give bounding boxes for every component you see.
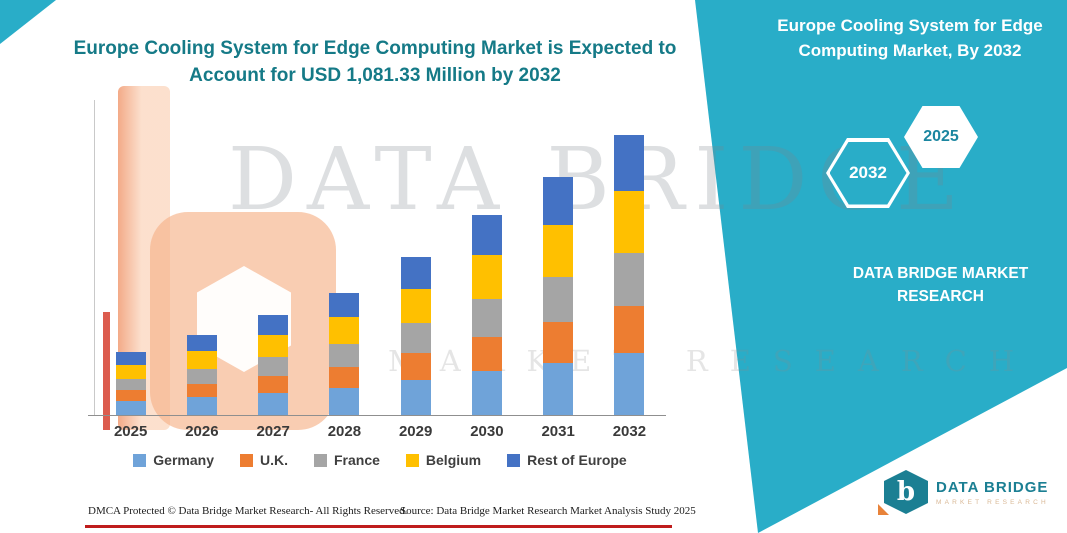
legend-label: U.K. — [259, 452, 288, 468]
bar-segment-germany — [543, 362, 574, 415]
x-axis-label-2025: 2025 — [113, 423, 148, 440]
legend-swatch — [405, 453, 419, 467]
x-axis-label-2028: 2028 — [327, 423, 362, 440]
legend-item-germany: Germany — [133, 452, 214, 468]
bar-stack-2028 — [329, 293, 360, 415]
bar-segment-france — [543, 277, 574, 323]
x-axis-label-2030: 2030 — [470, 423, 504, 440]
x-axis-label-2029: 2029 — [398, 423, 433, 440]
logo-orange-accent — [878, 504, 889, 515]
legend-swatch — [313, 453, 327, 467]
bar-segment-france — [329, 344, 360, 368]
data-bridge-logo: b DATA BRIDGE MARKET RESEARCH — [884, 470, 1049, 514]
chart-legend: Germany U.K. France Belgium Rest of Europe — [95, 452, 665, 468]
legend-label: Belgium — [425, 452, 482, 468]
page-title: Europe Cooling System for Edge Computing… — [73, 38, 677, 86]
bar-segment-belgium — [614, 191, 645, 253]
x-axis-label-2031: 2031 — [541, 423, 575, 440]
bar-segment-germany — [258, 393, 289, 415]
legend-swatch — [133, 453, 147, 467]
bar-segment-u-k- — [400, 353, 431, 381]
hexagon-2032-label: 2032 — [829, 141, 907, 205]
bar-segment-germany — [471, 370, 502, 415]
bar-segment-u-k- — [258, 376, 289, 393]
legend-label: France — [333, 452, 380, 468]
logo-text-block: DATA BRIDGE MARKET RESEARCH — [936, 479, 1049, 506]
bar-segment-u-k- — [186, 383, 217, 398]
panel-title: Europe Cooling System for Edge Computing… — [777, 16, 1043, 60]
bar-stack-2032 — [614, 135, 645, 415]
bar-segment-germany — [329, 388, 360, 415]
bar-segment-u-k- — [115, 390, 146, 402]
bar-segment-rest-of-europe — [400, 257, 431, 289]
bar-segment-france — [471, 299, 502, 338]
legend-label: Germany — [153, 452, 214, 468]
x-axis-label-2032: 2032 — [612, 423, 647, 440]
bar-segment-rest-of-europe — [543, 177, 574, 225]
dmca-notice: DMCA Protected © Data Bridge Market Rese… — [88, 505, 408, 517]
x-axis-label-2026: 2026 — [185, 423, 219, 440]
bar-segment-belgium — [471, 255, 502, 300]
bar-segment-france — [186, 368, 217, 384]
bar-segment-rest-of-europe — [186, 335, 217, 352]
legend-item-u-k-: U.K. — [239, 452, 288, 468]
bar-segment-belgium — [400, 288, 431, 324]
legend-label: Rest of Europe — [527, 452, 627, 468]
bar-segment-belgium — [186, 351, 217, 369]
bar-stack-2029 — [400, 257, 431, 415]
bar-segment-france — [258, 357, 289, 377]
legend-item-france: France — [313, 452, 380, 468]
bar-stack-2026 — [186, 335, 217, 415]
panel-brand-text: DATA BRIDGE MARKET RESEARCH — [852, 265, 1029, 306]
bar-segment-france — [115, 378, 146, 391]
logo-name: DATA BRIDGE — [936, 478, 1049, 496]
bar-stack-2027 — [258, 315, 289, 415]
bar-segment-rest-of-europe — [614, 135, 645, 192]
x-axis-label-2027: 2027 — [256, 423, 290, 440]
corner-triangle-decoration — [0, 0, 56, 44]
bar-segment-rest-of-europe — [115, 352, 146, 365]
bar-segment-rest-of-europe — [471, 215, 502, 255]
footer-red-line — [85, 525, 672, 528]
bar-stack-2030 — [471, 215, 502, 415]
x-axis-labels: 2025 2026 2027 2028 2029 2030 2031 2032 — [95, 423, 665, 443]
bar-segment-belgium — [543, 224, 574, 277]
bar-segment-u-k- — [471, 337, 502, 371]
bar-stack-2025 — [115, 352, 146, 415]
bar-segment-france — [614, 252, 645, 306]
bar-segment-germany — [115, 401, 146, 415]
bar-segment-germany — [614, 353, 645, 415]
y-axis-line — [94, 100, 95, 415]
brand-b-watermark-red-accent — [103, 312, 110, 430]
bar-stack-2031 — [543, 177, 574, 415]
hexagon-2025-label: 2025 — [907, 109, 975, 165]
source-notice: Source: Data Bridge Market Research Mark… — [400, 505, 696, 517]
legend-item-belgium: Belgium — [405, 452, 482, 468]
legend-swatch — [239, 453, 253, 467]
bar-segment-belgium — [115, 364, 146, 379]
bar-segment-u-k- — [614, 305, 645, 354]
legend-swatch — [507, 453, 521, 467]
bar-segment-germany — [400, 380, 431, 415]
logo-tagline: MARKET RESEARCH — [936, 498, 1049, 506]
bar-segment-belgium — [258, 335, 289, 358]
bar-segment-u-k- — [543, 322, 574, 363]
data-bridge-logo-icon: b — [884, 470, 928, 514]
legend-item-rest-of-europe: Rest of Europe — [507, 452, 627, 468]
bar-segment-france — [400, 323, 431, 354]
bar-segment-belgium — [329, 317, 360, 345]
logo-b-letter: b — [896, 477, 916, 507]
bar-segment-rest-of-europe — [258, 315, 289, 336]
bar-segment-germany — [186, 397, 217, 415]
hexagon-2032: 2032 — [826, 138, 910, 208]
x-axis-line — [88, 415, 666, 416]
bar-segment-rest-of-europe — [329, 293, 360, 318]
bar-segment-u-k- — [329, 367, 360, 389]
bar-chart — [95, 135, 665, 415]
